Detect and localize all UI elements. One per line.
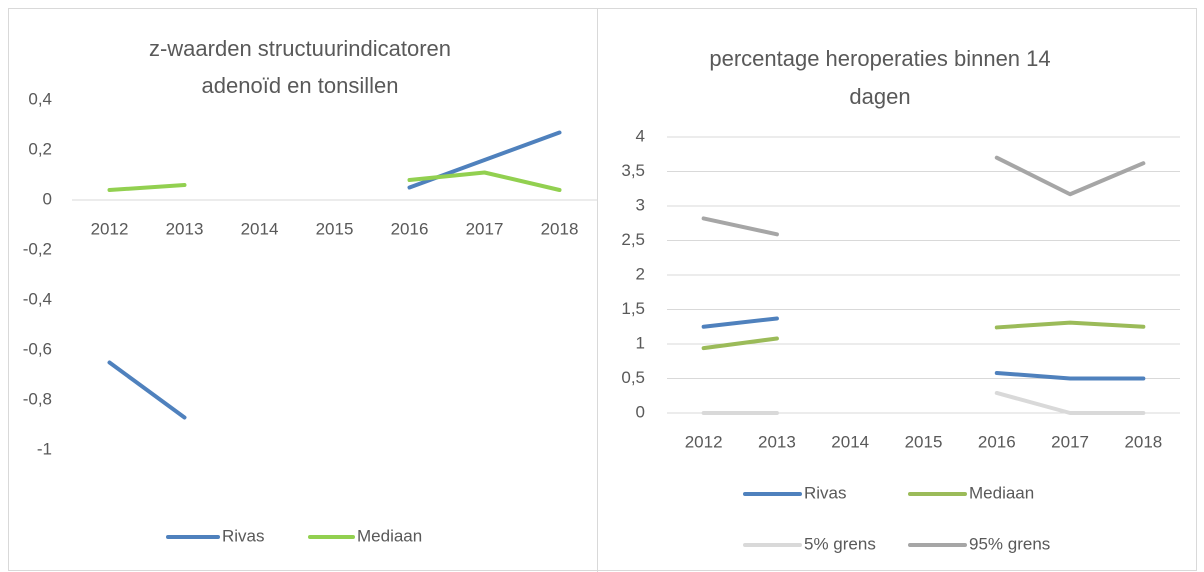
chart-title: adenoïd en tonsillen: [202, 73, 399, 98]
y-tick-label: 0,5: [621, 368, 645, 387]
series-line: [107, 170, 562, 192]
y-tick-label: 0,2: [28, 139, 52, 158]
x-tick-label: 2012: [685, 432, 723, 451]
y-tick-label: 0: [43, 189, 52, 208]
legend-label: 5% grens: [804, 534, 876, 553]
y-tick-label: 0: [636, 402, 645, 421]
x-tick-label: 2016: [391, 219, 429, 238]
x-tick-label: 2013: [166, 219, 204, 238]
x-tick-label: 2015: [905, 432, 943, 451]
chart-title: percentage heroperaties binnen 14: [709, 46, 1050, 71]
y-tick-label: 2,5: [621, 230, 645, 249]
legend-label: 95% grens: [969, 534, 1050, 553]
series-line: [701, 320, 1146, 351]
series-line: [701, 155, 1146, 237]
x-tick-label: 2015: [316, 219, 354, 238]
legend-label: Rivas: [222, 526, 265, 545]
x-tick-label: 2013: [758, 432, 796, 451]
y-tick-label: -0,4: [23, 289, 52, 308]
y-tick-label: 4: [636, 126, 645, 145]
x-tick-label: 2014: [241, 219, 279, 238]
x-tick-label: 2017: [466, 219, 504, 238]
legend-label: Rivas: [804, 483, 847, 502]
x-tick-label: 2017: [1051, 432, 1089, 451]
x-tick-label: 2014: [831, 432, 869, 451]
chart-title: dagen: [849, 84, 910, 109]
x-tick-label: 2012: [91, 219, 129, 238]
x-tick-label: 2018: [1124, 432, 1162, 451]
x-tick-label: 2016: [978, 432, 1016, 451]
legend-label: Mediaan: [969, 483, 1034, 502]
series-line: [701, 390, 1146, 415]
y-tick-label: 1,5: [621, 299, 645, 318]
y-tick-label: -0,8: [23, 389, 52, 408]
y-tick-label: 3: [636, 195, 645, 214]
y-tick-label: 0,4: [28, 89, 52, 108]
x-tick-label: 2018: [541, 219, 579, 238]
chart-title: z-waarden structuurindicatoren: [149, 36, 451, 61]
y-tick-label: 2: [636, 264, 645, 283]
frame: [8, 8, 1197, 571]
y-tick-label: 3,5: [621, 161, 645, 180]
y-tick-label: -0,6: [23, 339, 52, 358]
series-line: [701, 316, 1146, 381]
legend-label: Mediaan: [357, 526, 422, 545]
y-tick-label: -1: [37, 439, 52, 458]
y-tick-label: -0,2: [23, 239, 52, 258]
y-tick-label: 1: [636, 333, 645, 352]
